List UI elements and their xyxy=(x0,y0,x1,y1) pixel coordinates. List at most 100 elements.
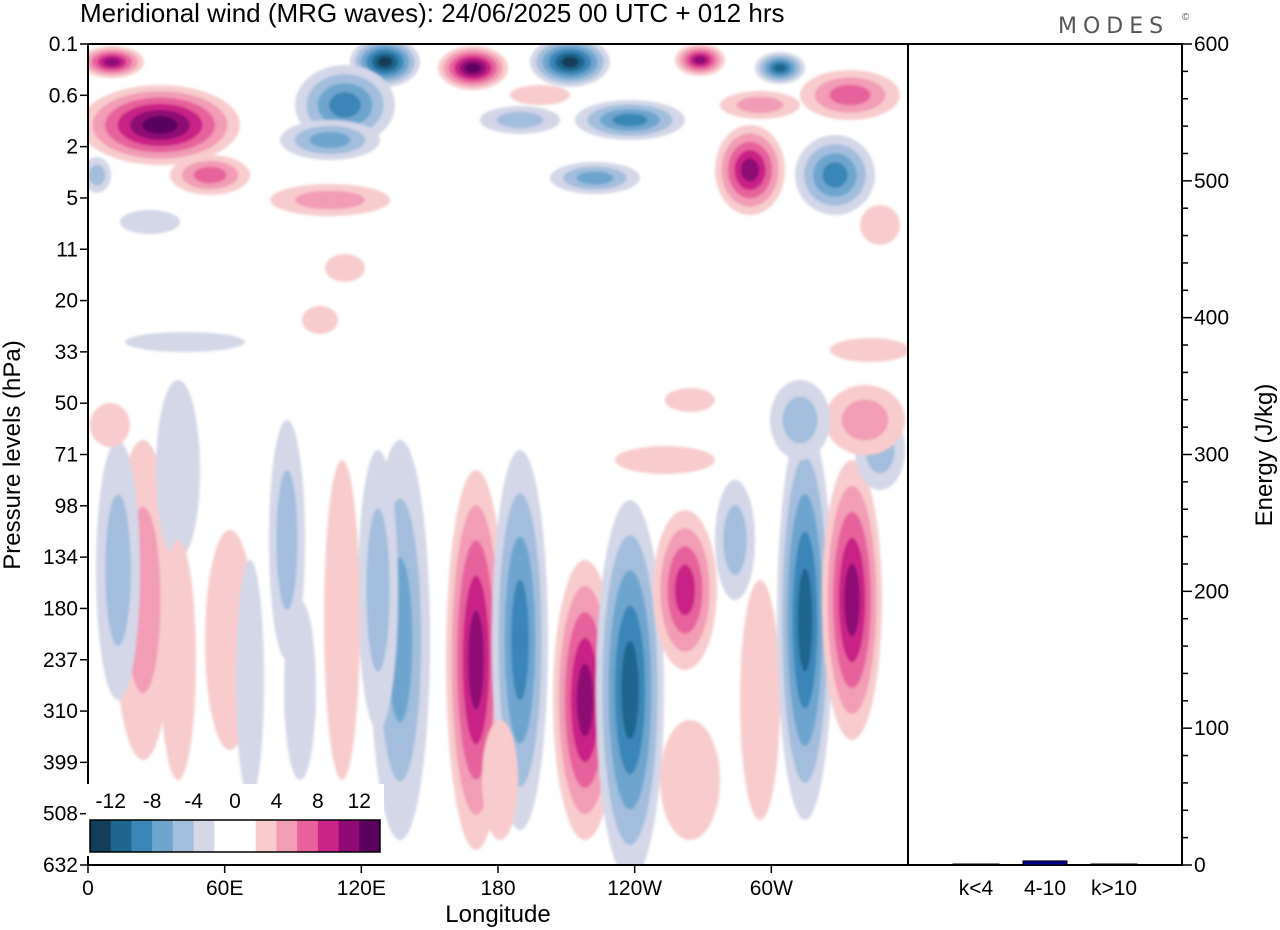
colorbar-swatch xyxy=(359,820,381,852)
positive-wind-contour xyxy=(576,663,594,737)
colorbar-frame xyxy=(89,819,381,853)
negative-wind-contour xyxy=(377,56,393,68)
negative-wind-contour xyxy=(496,111,544,129)
negative-wind-contour xyxy=(576,171,614,185)
energy-category-labels: k<4 4-10 k>10 xyxy=(959,877,1137,900)
negative-wind-contour xyxy=(309,131,351,149)
pressure-tick-label: 0.1 xyxy=(49,33,78,56)
positive-wind-contour xyxy=(468,610,484,710)
positive-wind-contour xyxy=(510,85,570,105)
positive-wind-contour xyxy=(841,399,889,441)
energy-tick-label: 100 xyxy=(1194,717,1229,740)
positive-wind-contour xyxy=(193,166,227,184)
positive-wind-contour xyxy=(740,580,780,820)
colorbar-swatch xyxy=(297,820,319,852)
longitude-tick-label: 60W xyxy=(750,877,793,900)
energy-panel-frame xyxy=(907,43,1183,866)
energy-tick-label: 300 xyxy=(1194,444,1229,467)
colorbar-swatch xyxy=(90,820,112,852)
positive-wind-contour xyxy=(693,55,707,65)
negative-wind-contour xyxy=(621,640,639,740)
energy-category-label: k<4 xyxy=(959,877,994,900)
positive-wind-contour xyxy=(736,96,784,114)
colorbar-label: -4 xyxy=(184,790,203,813)
negative-wind-contour xyxy=(511,579,529,701)
negative-wind-contour xyxy=(284,600,316,780)
colorbar-swatch xyxy=(214,820,236,852)
longitude-tick-label: 60E xyxy=(206,877,243,900)
colorbar-swatch xyxy=(255,820,277,852)
negative-wind-contour xyxy=(276,470,298,610)
energy-bar xyxy=(952,863,1000,866)
wind-contour-field xyxy=(88,44,908,865)
positive-wind-contour xyxy=(482,720,518,840)
positive-wind-contour xyxy=(674,564,696,616)
colorbar-label: 4 xyxy=(271,790,283,813)
colorbar-swatch xyxy=(235,820,257,852)
positive-wind-contour xyxy=(295,190,365,210)
energy-bar xyxy=(1022,860,1068,866)
pressure-tick-label: 237 xyxy=(43,649,78,672)
colorbar-swatch xyxy=(152,820,174,852)
negative-wind-contour xyxy=(797,568,813,672)
colorbar-swatch xyxy=(317,820,340,852)
colorbar-swatch xyxy=(338,820,360,852)
pressure-tick-label: 2 xyxy=(66,136,78,159)
pressure-tick-label: 5 xyxy=(66,187,78,210)
positive-wind-contour xyxy=(160,540,196,780)
longitude-tick-label: 180 xyxy=(480,877,515,900)
positive-wind-contour xyxy=(830,338,908,362)
positive-wind-contour xyxy=(324,460,360,780)
x-axis-label: Longitude xyxy=(445,901,550,928)
positive-wind-contour xyxy=(465,63,481,73)
positive-wind-contour xyxy=(844,563,860,637)
positive-wind-contour xyxy=(665,388,715,412)
pressure-tick-label: 20 xyxy=(55,290,78,313)
pressure-tick-label: 508 xyxy=(43,803,78,826)
positive-wind-contour xyxy=(829,84,871,106)
colorbar-swatch xyxy=(110,820,132,852)
negative-wind-contour xyxy=(125,332,245,352)
chart-title: Meridional wind (MRG waves): 24/06/2025 … xyxy=(80,0,785,28)
energy-category-label: 4-10 xyxy=(1024,877,1066,900)
pressure-tick-label: 310 xyxy=(43,700,78,723)
positive-wind-contour xyxy=(740,158,760,182)
negative-wind-contour xyxy=(822,162,848,188)
colorbar: -12 -8 -4 0 4 8 12 xyxy=(86,784,384,856)
positive-wind-contour xyxy=(302,306,338,334)
negative-wind-contour xyxy=(120,210,180,234)
negative-wind-contour xyxy=(782,396,818,444)
pressure-tick-label: 180 xyxy=(43,597,78,620)
longitude-tick-label: 0 xyxy=(82,877,94,900)
logo-registered-mark: © xyxy=(1182,12,1190,23)
pressure-tick-label: 11 xyxy=(56,238,78,261)
negative-wind-contour xyxy=(156,380,200,560)
colorbar-label: 8 xyxy=(312,790,324,813)
longitude-tick-label: 120E xyxy=(337,877,386,900)
negative-wind-contour xyxy=(366,508,390,672)
pressure-tick-label: 134 xyxy=(43,546,78,569)
negative-wind-contour xyxy=(105,494,131,646)
colorbar-label: -12 xyxy=(96,790,126,813)
energy-tick-label: 600 xyxy=(1194,33,1229,56)
colorbar-swatch xyxy=(131,820,153,852)
energy-tick-label: 0 xyxy=(1194,854,1206,877)
colorbar-label: 12 xyxy=(348,790,371,813)
negative-wind-contour xyxy=(773,63,787,73)
contour-blobs xyxy=(88,44,908,865)
energy-axis: 0 100 200 300 400 500 600 xyxy=(1182,33,1229,877)
longitude-tick-label: 120W xyxy=(607,877,662,900)
pressure-tick-label: 632 xyxy=(43,854,78,877)
pressure-tick-label: 0.6 xyxy=(49,84,78,107)
pressure-tick-label: 399 xyxy=(43,751,78,774)
negative-wind-contour xyxy=(723,505,747,575)
positive-wind-contour xyxy=(615,446,715,474)
pressure-tick-label: 71 xyxy=(55,444,78,467)
energy-category-label: k>10 xyxy=(1091,877,1137,900)
pressure-tick-label: 98 xyxy=(55,495,78,518)
colorbar-label: 0 xyxy=(229,790,241,813)
modes-logo: MODES xyxy=(1058,14,1169,39)
negative-wind-contour xyxy=(329,92,361,118)
colorbar-swatch xyxy=(193,820,215,852)
energy-bar xyxy=(1090,863,1138,866)
